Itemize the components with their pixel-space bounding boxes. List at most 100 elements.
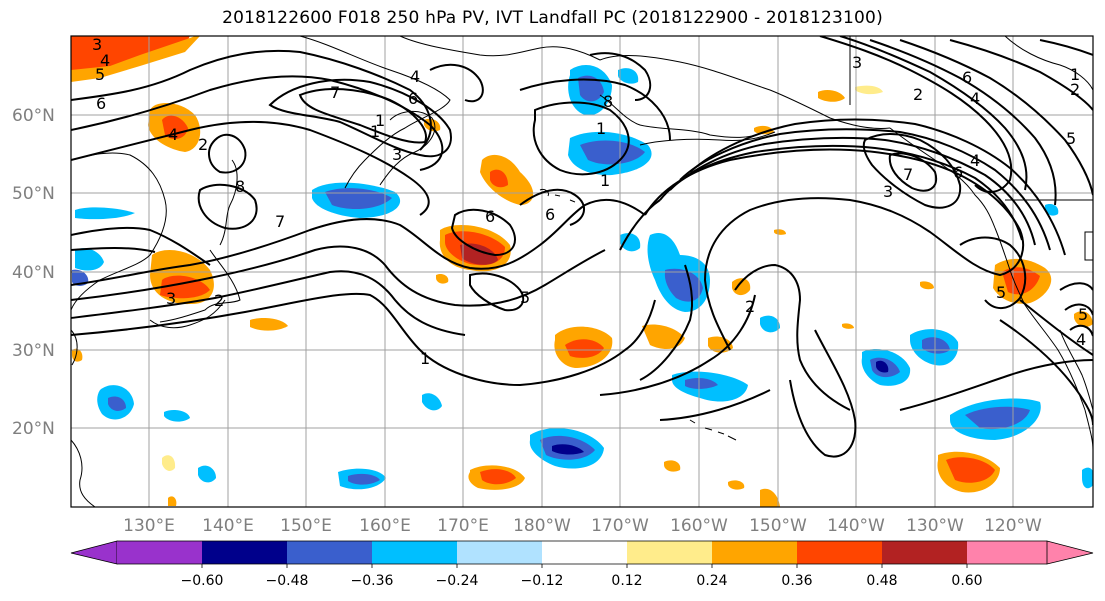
lon-label: 170°E	[437, 516, 489, 536]
colorbar: −0.60 −0.48 −0.36 −0.24 −0.12 0.12 0.24 …	[70, 540, 1094, 589]
colorbar-cell	[457, 541, 542, 564]
contour-label: 4	[1076, 330, 1086, 349]
shade-region	[164, 410, 190, 422]
pv-contour	[862, 133, 962, 209]
contour-label: 3	[883, 182, 893, 201]
lon-label: 180°W	[513, 516, 571, 536]
colorbar-cell	[117, 541, 202, 564]
pv-contour	[469, 272, 525, 312]
pv-contour	[429, 63, 484, 103]
contour-label: 7	[903, 165, 913, 184]
contour-label: 7	[330, 83, 340, 102]
shade-region	[490, 169, 508, 188]
pv-contour	[869, 39, 1057, 206]
contour-label: 7	[275, 212, 285, 231]
shade-region	[842, 323, 854, 329]
shade-region	[708, 336, 733, 353]
contour-label: 2	[198, 135, 208, 154]
colorbar-cell	[967, 541, 1047, 564]
coastline	[689, 419, 737, 441]
plot-frame	[70, 35, 1094, 508]
contour-label: 6	[545, 205, 555, 224]
lon-label: 130°W	[906, 516, 964, 536]
coastline	[1004, 36, 1093, 91]
shade-region	[664, 460, 681, 472]
coastline	[299, 36, 451, 189]
colorbar-cell	[627, 541, 712, 564]
contour-label: 1	[1070, 65, 1080, 84]
pv-contour	[71, 247, 156, 253]
pv-contour	[949, 39, 1093, 111]
shade-region	[480, 469, 516, 485]
pv-contour	[679, 128, 1051, 251]
colorbar-cell	[797, 541, 882, 564]
contour-label: 1	[596, 119, 606, 138]
coastline	[71, 329, 78, 366]
contour-label: 2	[214, 291, 224, 310]
coastline	[71, 439, 96, 507]
colorbar-extend-max	[1046, 540, 1094, 565]
lon-label: 140°E	[202, 516, 254, 536]
pv-contour	[519, 78, 671, 141]
contour-label: 4	[410, 67, 420, 86]
shade-region	[855, 85, 883, 95]
shade-region	[760, 315, 780, 333]
shade-region	[732, 278, 751, 296]
contour-label: 6	[485, 207, 495, 226]
contour-label: 6	[408, 89, 418, 108]
shade-region	[774, 229, 786, 235]
shade-region	[578, 75, 604, 102]
pv-contour	[839, 36, 1028, 191]
colorbar-cell	[882, 541, 967, 564]
colorbar-label: −0.48	[266, 573, 309, 589]
shade-region	[920, 281, 934, 290]
colorbar-cell	[287, 541, 372, 564]
pv-contour	[208, 133, 247, 174]
coastline	[399, 36, 601, 61]
latitude-labels: 60°N 50°N 40°N 30°N 20°N	[12, 106, 55, 439]
colorbar-outline	[117, 540, 1047, 565]
colorbar-extend-min	[70, 540, 118, 565]
coastline	[219, 159, 238, 246]
colorbar-label: −0.24	[436, 573, 479, 589]
contour-label: 4	[100, 51, 110, 70]
coastline	[1059, 329, 1093, 411]
colorbar-cell	[202, 541, 287, 564]
map-content: 3 4 5 6 4 2 7 1 6 4 7 1 3 8 8 1 1 6 6 5 …	[71, 36, 1093, 507]
map-title: 2018122600 F018 250 hPa PV, IVT Landfall…	[222, 8, 883, 28]
pv-contour	[71, 49, 432, 151]
shade-region	[760, 488, 780, 507]
coastline	[71, 152, 167, 311]
lon-label: 150°E	[280, 516, 332, 536]
pv-contour	[71, 198, 646, 286]
pv-contour	[899, 39, 1093, 196]
contour-label: 2	[745, 297, 755, 316]
pv-contour	[268, 78, 452, 158]
contour-label: 4	[168, 125, 178, 144]
contour-label: 1	[375, 111, 385, 130]
pv-contour	[789, 329, 857, 458]
shade-region	[565, 339, 604, 358]
shade-region	[198, 465, 216, 483]
shade-region	[348, 473, 380, 485]
contour-label: 3	[392, 145, 402, 164]
pv-contour	[639, 264, 694, 381]
colorbar-cell	[712, 541, 797, 564]
contour-label: 8	[235, 177, 245, 196]
pv-contour	[899, 359, 1093, 411]
colorbar-label: −0.36	[351, 573, 394, 589]
pv-contour	[298, 87, 427, 144]
lat-label: 60°N	[12, 106, 55, 126]
colorbar-label: −0.60	[181, 573, 224, 589]
shade-region	[946, 457, 995, 483]
colorbar-label: 0.60	[951, 573, 982, 589]
shade-region	[642, 324, 685, 350]
pv-contour	[599, 294, 756, 396]
shade-region	[436, 273, 449, 284]
pv-contour	[532, 101, 630, 176]
coastline	[599, 94, 771, 138]
lat-label: 50°N	[12, 184, 55, 204]
pv-contours	[71, 36, 1093, 458]
colorbar-cell	[372, 541, 457, 564]
contour-label: 4	[970, 89, 980, 108]
